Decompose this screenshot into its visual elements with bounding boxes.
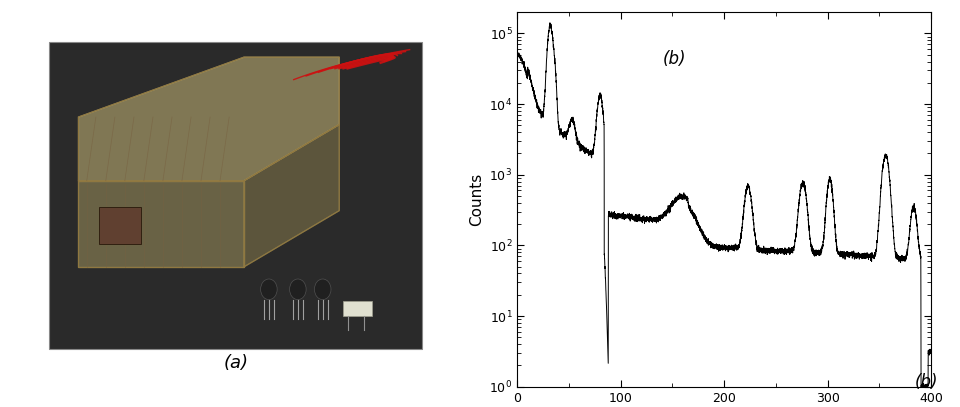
Polygon shape [79, 57, 339, 181]
Text: (b): (b) [915, 373, 938, 391]
Polygon shape [244, 125, 339, 267]
Ellipse shape [290, 279, 306, 300]
Bar [50, 42, 422, 349]
Bar [344, 300, 372, 315]
Text: (b): (b) [662, 50, 686, 68]
Ellipse shape [260, 279, 277, 300]
Bar [99, 207, 140, 244]
Polygon shape [79, 181, 244, 267]
Y-axis label: Counts: Counts [468, 173, 484, 226]
Text: (a): (a) [224, 354, 249, 372]
Ellipse shape [315, 279, 331, 300]
